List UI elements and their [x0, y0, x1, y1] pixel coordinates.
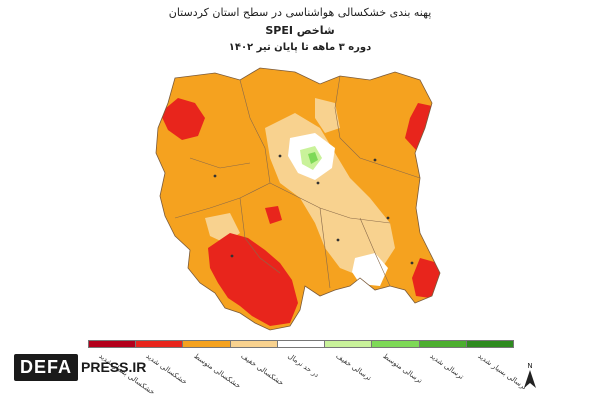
legend-label-cell: ترسالی شدید: [419, 350, 466, 394]
legend-label-text: ترسالی خفیف: [334, 352, 373, 383]
legend-label-cell: در حد نرمال: [277, 350, 324, 394]
legend-label-cell: خشکسالی متوسط: [183, 350, 242, 394]
legend-swatch: [325, 341, 373, 347]
legend-swatch: [277, 341, 326, 347]
legend-swatch: [183, 341, 231, 347]
city-dot: [373, 158, 377, 162]
north-arrow: N: [520, 362, 540, 392]
severe-drought-zone-ne: [405, 103, 432, 150]
legend-swatch: [419, 341, 467, 347]
city-dot: [336, 238, 340, 242]
legend-label-text: ترسالی متوسط: [381, 352, 424, 385]
legend-label-cell: ترسالی خفیف: [325, 350, 372, 394]
map-subtitle-period: دوره ۳ ماهه تا پایان تیر ۱۴۰۲: [228, 42, 372, 53]
legend-color-bar: [88, 340, 514, 348]
logo-domain: PRESS.IR: [81, 359, 147, 375]
legend-swatch: [136, 341, 184, 347]
north-arrow-icon: [524, 370, 536, 388]
north-label: N: [527, 362, 533, 370]
map-title: پهنه بندی خشکسالی هواشناسی در سطح استان …: [168, 6, 432, 19]
mild-drought-zone-north: [315, 98, 340, 133]
legend-labels: خشکسالی بسیار شدید خشکسالی شدید خشکسالی مت…: [88, 350, 527, 397]
city-markers: [213, 154, 414, 265]
kurdistan-drought-map: [155, 67, 441, 331]
logo-mark: DEFA: [14, 353, 79, 381]
city-dot: [410, 261, 414, 265]
defapress-logo: DEFA PRESS.IR: [14, 352, 146, 382]
city-dot: [386, 216, 390, 220]
legend-swatch: [89, 341, 137, 347]
legend-label-cell: ترسالی بسیار شدید: [467, 350, 527, 394]
legend-label-text: در حد نرمال: [286, 352, 321, 380]
legend-swatch: [372, 341, 420, 347]
severe-drought-zone-nw: [160, 98, 205, 140]
city-dot: [213, 174, 217, 178]
province-outline: [156, 68, 440, 330]
severe-drought-zone-center: [265, 206, 282, 224]
moderate-wet-zone: [308, 152, 318, 164]
city-dot: [278, 154, 282, 158]
severe-drought-zone-sw: [208, 233, 298, 326]
legend-label-cell: خشکسالی خفیف: [230, 350, 285, 394]
legend-swatch: [466, 341, 513, 347]
city-dot: [230, 254, 234, 258]
legend-label-text: ترسالی شدید: [428, 352, 466, 382]
legend-swatch: [230, 341, 278, 347]
legend-label-cell: ترسالی متوسط: [372, 350, 423, 394]
map-subtitle-index: شاخص SPEI: [265, 24, 335, 37]
city-dot: [316, 181, 320, 185]
county-boundaries: [174, 75, 421, 289]
